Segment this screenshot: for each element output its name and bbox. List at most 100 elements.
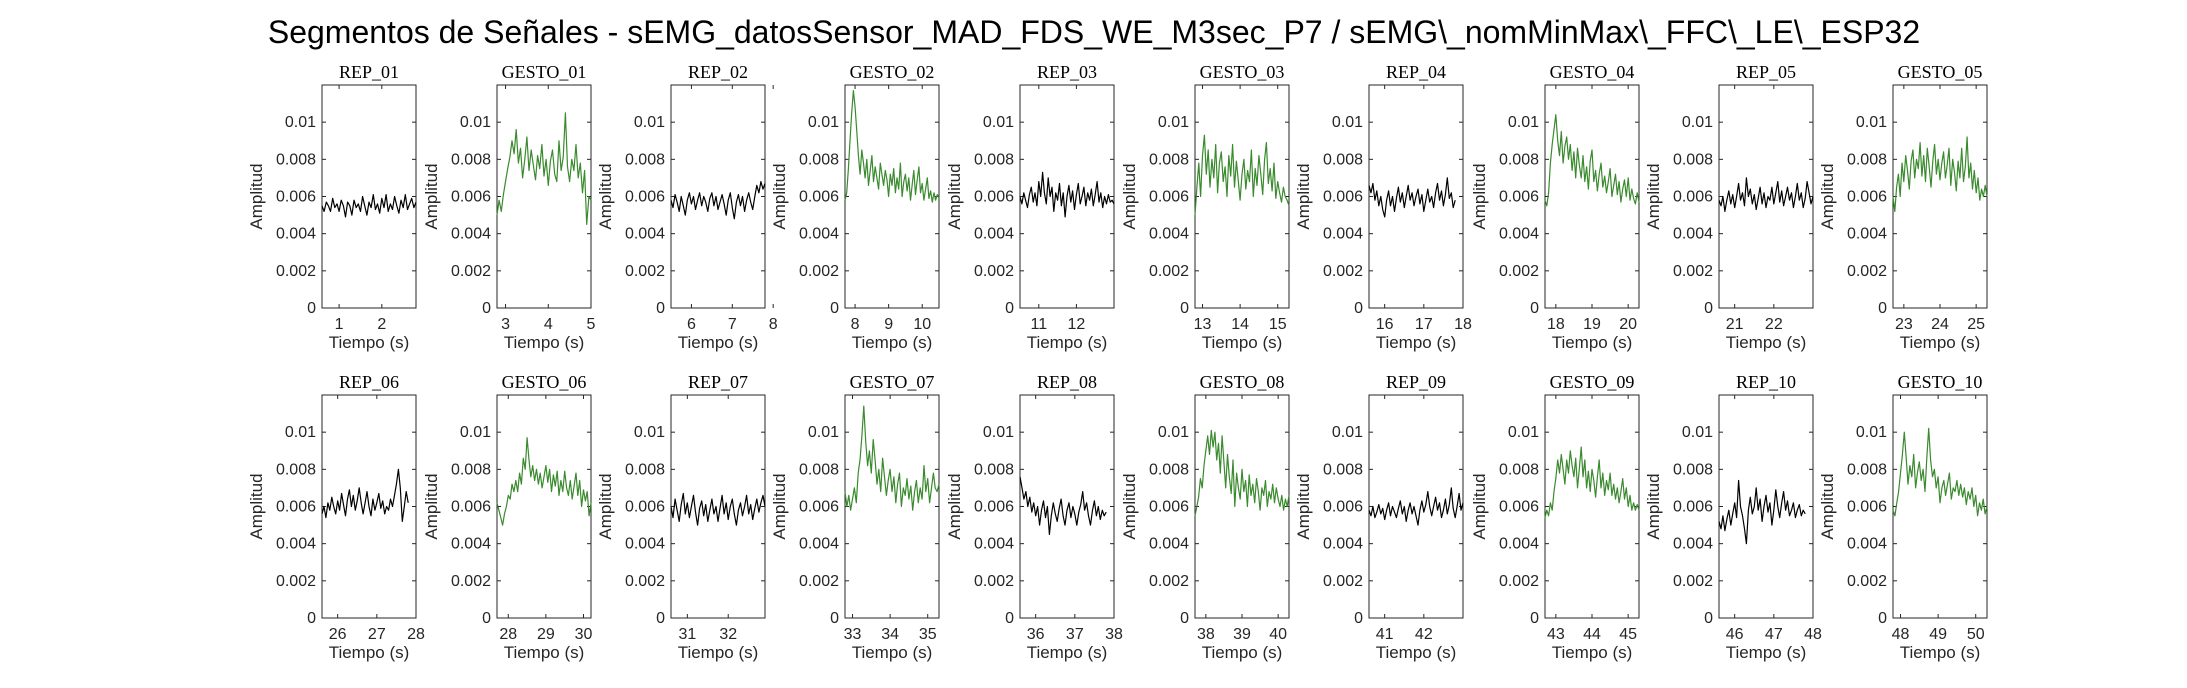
y-tick-label: 0.002: [1673, 573, 1713, 590]
y-axis-label: Amplitud: [247, 163, 266, 229]
y-tick-label: 0.004: [1323, 536, 1363, 553]
subplot-gesto-06: 0 0.002 0.004 0.006 0.008 0.01 28 29 30 GESTO_06 T…: [422, 372, 592, 662]
subplot-gesto-07: 0 0.002 0.004 0.006 0.008 0.01 33 34 35 GESTO_07 T…: [770, 372, 940, 662]
x-tick-label: 25: [1967, 316, 1985, 333]
subplot-title: GESTO_02: [850, 62, 935, 82]
signal-line: [1544, 114, 1640, 207]
subplot-title: REP_04: [1386, 62, 1446, 82]
subplot-title: REP_02: [688, 62, 748, 82]
subplot-rep-01: 0 0.002 0.004 0.006 0.008 0.01 1 2 REP_01 Tiempo …: [247, 62, 417, 352]
y-tick-label: 0.008: [974, 151, 1014, 168]
plot-area: [496, 394, 592, 619]
y-tick-label: 0.002: [974, 573, 1014, 590]
y-tick-label: 0.008: [1499, 151, 1539, 168]
y-tick-label: 0.006: [1499, 499, 1539, 516]
x-tick-label: 38: [1197, 626, 1215, 643]
y-tick-label: 0.006: [276, 189, 316, 206]
y-tick-label: 0.004: [1847, 226, 1887, 243]
x-tick-label: 31: [678, 626, 696, 643]
y-tick-label: 0.01: [1158, 424, 1189, 441]
x-axis-label: Tiempo (s): [329, 333, 410, 352]
x-tick-label: 29: [537, 626, 555, 643]
x-tick-label: 11: [1030, 316, 1047, 333]
y-tick-label: 0.008: [276, 151, 316, 168]
x-axis-label: Tiempo (s): [1900, 643, 1981, 662]
x-tick-label: 44: [1583, 626, 1601, 643]
x-tick-label: 37: [1066, 626, 1084, 643]
x-tick-label: 16: [1376, 316, 1394, 333]
y-tick-label: 0: [307, 300, 316, 317]
subplot-gesto-02: 0 0.002 0.004 0.006 0.008 0.01 8 9 10 GESTO_02 Tie…: [770, 62, 940, 352]
x-tick-label: 28: [407, 626, 425, 643]
plot-area: [496, 84, 592, 309]
signal-line: [1718, 177, 1814, 212]
x-tick-label: 28: [499, 626, 517, 643]
x-tick-label: 49: [1929, 626, 1947, 643]
subplot-title: GESTO_10: [1898, 372, 1983, 392]
signal-line: [1194, 134, 1290, 216]
subplot-rep-07: 0 0.002 0.004 0.006 0.008 0.01 31 32 REP_07 Tiemp…: [596, 372, 766, 662]
y-axis-label: Amplitud: [1470, 163, 1489, 229]
x-axis-label: Tiempo (s): [678, 643, 759, 662]
y-tick-label: 0.006: [276, 499, 316, 516]
y-tick-label: 0: [1878, 610, 1887, 627]
y-tick-label: 0: [1180, 300, 1189, 317]
y-tick-label: 0.01: [983, 114, 1014, 131]
y-tick-label: 0.004: [1149, 226, 1189, 243]
y-axis-label: Amplitud: [1294, 163, 1313, 229]
x-tick-label: 3: [501, 316, 510, 333]
y-tick-label: 0.008: [451, 461, 491, 478]
x-tick-label: 13: [1194, 316, 1212, 333]
x-axis-label: Tiempo (s): [329, 643, 410, 662]
y-axis-label: Amplitud: [596, 473, 615, 539]
x-tick-label: 8: [769, 316, 778, 333]
plot-area: [1194, 84, 1290, 309]
y-axis-label: Amplitud: [1294, 473, 1313, 539]
x-tick-label: 20: [1619, 316, 1637, 333]
y-axis-label: Amplitud: [1818, 163, 1837, 229]
x-tick-label: 18: [1454, 316, 1472, 333]
x-tick-label: 21: [1726, 316, 1744, 333]
y-tick-label: 0.008: [974, 461, 1014, 478]
subplot-title: REP_01: [339, 62, 399, 82]
plot-area: [1892, 84, 1988, 309]
y-tick-label: 0: [1704, 610, 1713, 627]
y-tick-label: 0: [656, 610, 665, 627]
y-axis-label: Amplitud: [1818, 473, 1837, 539]
y-axis-label: Amplitud: [770, 473, 789, 539]
x-tick-label: 15: [1269, 316, 1287, 333]
y-tick-label: 0.01: [1332, 424, 1363, 441]
x-axis-label: Tiempo (s): [852, 333, 933, 352]
y-tick-label: 0.01: [1508, 424, 1539, 441]
x-axis-label: Tiempo (s): [1376, 643, 1457, 662]
y-tick-label: 0.004: [451, 226, 491, 243]
x-tick-label: 26: [329, 626, 347, 643]
y-tick-label: 0.002: [276, 573, 316, 590]
x-tick-label: 39: [1233, 626, 1251, 643]
subplot-rep-10: 0 0.002 0.004 0.006 0.008 0.01 46 47 48 REP_10 Tie…: [1644, 372, 1822, 662]
y-tick-label: 0.004: [1499, 226, 1539, 243]
subplot-title: REP_05: [1736, 62, 1796, 82]
subplot-rep-06: 0 0.002 0.004 0.006 0.008 0.01 26 27 28 REP_06 Tie…: [247, 372, 425, 662]
y-tick-label: 0.006: [451, 189, 491, 206]
signal-line: [1194, 429, 1290, 516]
y-tick-label: 0.006: [799, 189, 839, 206]
y-tick-label: 0.01: [1508, 114, 1539, 131]
y-tick-label: 0.004: [1847, 536, 1887, 553]
y-tick-label: 0.004: [451, 536, 491, 553]
x-tick-label: 48: [1892, 626, 1910, 643]
y-tick-label: 0.01: [808, 114, 839, 131]
y-tick-label: 0: [1354, 300, 1363, 317]
x-axis-label: Tiempo (s): [1726, 333, 1807, 352]
y-tick-label: 0.008: [625, 151, 665, 168]
subplot-gesto-03: 0 0.002 0.004 0.006 0.008 0.01 13 14 15 GESTO_03 T…: [1120, 62, 1290, 352]
y-tick-label: 0: [1704, 300, 1713, 317]
y-tick-label: 0.008: [1673, 461, 1713, 478]
subplot-rep-02: 0 0.002 0.004 0.006 0.008 0.01 6 7 8 REP_02 Tiempo…: [596, 62, 778, 352]
subplot-rep-09: 0 0.002 0.004 0.006 0.008 0.01 41 42 REP_09 Tiemp…: [1294, 372, 1464, 662]
subplot-title: GESTO_09: [1550, 372, 1635, 392]
x-tick-label: 36: [1027, 626, 1045, 643]
x-tick-label: 42: [1415, 626, 1433, 643]
y-tick-label: 0: [830, 300, 839, 317]
